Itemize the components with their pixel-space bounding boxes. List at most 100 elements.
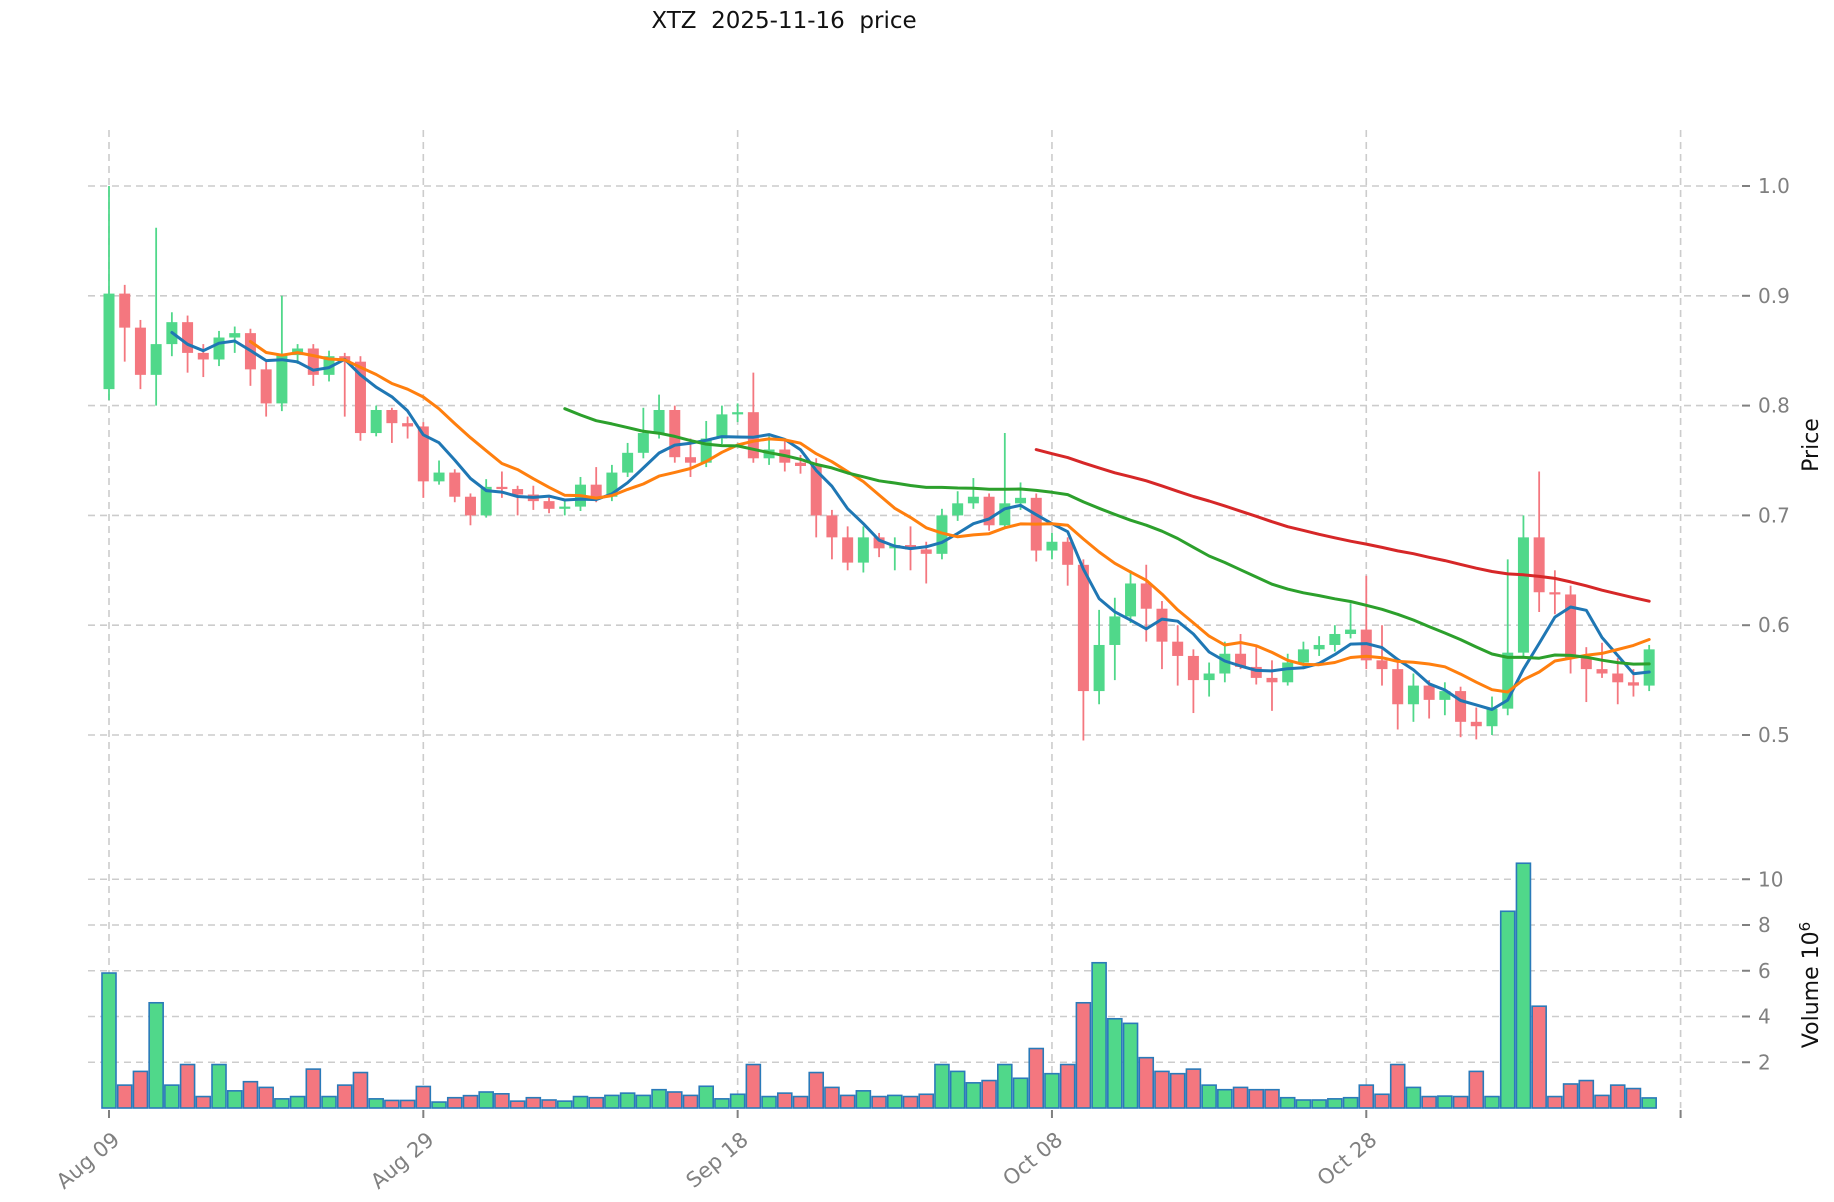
- volume-bar: [321, 1095, 337, 1109]
- candle-up: [229, 333, 241, 338]
- volume-tick-label: 6: [1758, 959, 1771, 983]
- candle-down: [1455, 691, 1467, 722]
- candle-up: [150, 344, 162, 375]
- candle-down: [1596, 669, 1608, 674]
- candle-down: [402, 423, 414, 427]
- price-tick-label: 0.9: [1758, 284, 1790, 308]
- candle-down: [119, 293, 131, 328]
- volume-bar: [1122, 1022, 1139, 1109]
- volume-bar: [1059, 1063, 1076, 1109]
- candle-down: [1470, 721, 1482, 727]
- volume-bar: [1279, 1096, 1296, 1109]
- volume-bar: [635, 1094, 652, 1109]
- volume-tick-label: 8: [1758, 913, 1771, 937]
- volume-bar: [478, 1091, 494, 1109]
- volume-bar: [1138, 1056, 1155, 1109]
- x-tick-label: Oct 08: [998, 1127, 1067, 1190]
- volume-bar: [761, 1095, 777, 1109]
- volume-bar: [101, 972, 117, 1109]
- candle-up: [1125, 583, 1137, 617]
- volume-bar: [588, 1096, 604, 1109]
- volume-bar: [604, 1094, 620, 1109]
- candle-up: [1643, 649, 1655, 686]
- volume-bar: [1311, 1099, 1327, 1109]
- volume-bar: [572, 1095, 589, 1109]
- volume-bar: [1452, 1095, 1469, 1109]
- candle-up: [1015, 497, 1027, 504]
- candle-down: [417, 426, 429, 482]
- volume-bar: [792, 1095, 809, 1109]
- volume-bar: [1154, 1070, 1170, 1109]
- volume-bar: [415, 1085, 432, 1109]
- volume-bar: [1641, 1097, 1657, 1109]
- candle-up: [1486, 708, 1498, 727]
- volume-bar: [902, 1095, 919, 1109]
- candle-up: [480, 486, 492, 516]
- candle-up: [1282, 662, 1294, 683]
- volume-bar: [1185, 1068, 1202, 1109]
- sma10-line: [248, 340, 1651, 694]
- volume-bar: [1547, 1095, 1563, 1109]
- volume-bar: [1107, 1017, 1123, 1109]
- x-tick-label: Aug 29: [366, 1127, 438, 1193]
- candle-down: [842, 537, 854, 563]
- price-tick-label: 1.0: [1758, 174, 1790, 198]
- volume-bar: [1201, 1084, 1217, 1109]
- price-axis-title: Price: [1799, 418, 1824, 472]
- volume-bar: [148, 1001, 164, 1109]
- candle-up: [1297, 649, 1309, 663]
- volume-bar: [1421, 1095, 1437, 1109]
- candle-up: [1219, 653, 1231, 674]
- volume-bar: [132, 1070, 149, 1109]
- candle-up: [276, 355, 288, 404]
- candle-down: [260, 369, 272, 404]
- volume-bar: [1044, 1072, 1060, 1109]
- volume-bar: [729, 1093, 746, 1109]
- volume-bar: [997, 1063, 1013, 1109]
- candle-up: [1313, 644, 1325, 650]
- volume-bar: [981, 1079, 997, 1109]
- candle-down: [512, 489, 524, 495]
- candle-down: [1187, 655, 1199, 681]
- candle-down: [1140, 583, 1152, 609]
- candle-up: [700, 438, 712, 463]
- axis-titles: Price Volume 106: [1796, 418, 1824, 1048]
- price-tick-label: 0.7: [1758, 503, 1790, 527]
- candle-down: [1612, 673, 1624, 683]
- volume-bar: [211, 1063, 227, 1109]
- volume-bar: [1327, 1098, 1343, 1109]
- candle-down: [1627, 682, 1639, 686]
- volume-tick-label: 4: [1758, 1005, 1771, 1029]
- volume-bar: [682, 1094, 699, 1109]
- candle-down: [197, 352, 209, 360]
- candle-down: [1172, 641, 1184, 656]
- candle-down: [1549, 592, 1561, 595]
- volume-bar: [871, 1095, 887, 1109]
- axis-ticks: [108, 185, 1750, 1118]
- volume-bar: [305, 1068, 322, 1109]
- candle-up: [732, 412, 744, 415]
- candle-down: [496, 486, 508, 490]
- volume-bar: [824, 1086, 840, 1109]
- sma5-line: [170, 331, 1651, 711]
- candle-down: [1156, 608, 1168, 642]
- volume-bar: [1531, 1005, 1547, 1109]
- candle-down: [386, 409, 398, 424]
- candle-down: [795, 462, 807, 466]
- volume-bar: [509, 1100, 526, 1109]
- volume-bar: [1594, 1094, 1610, 1109]
- candlesticks: [103, 186, 1655, 741]
- volume-bar: [1515, 862, 1532, 1109]
- volume-bar: [1374, 1093, 1390, 1109]
- volume-bar: [195, 1095, 212, 1109]
- candle-down: [1235, 653, 1247, 667]
- volume-bar: [462, 1094, 479, 1109]
- volume-bar: [446, 1096, 463, 1109]
- candle-down: [920, 549, 932, 554]
- volume-bar: [164, 1084, 180, 1109]
- candle-up: [857, 537, 869, 563]
- volume-bar: [368, 1098, 384, 1109]
- volume-bars: [101, 862, 1657, 1109]
- volume-bar: [745, 1063, 762, 1109]
- volume-bar: [1437, 1095, 1453, 1109]
